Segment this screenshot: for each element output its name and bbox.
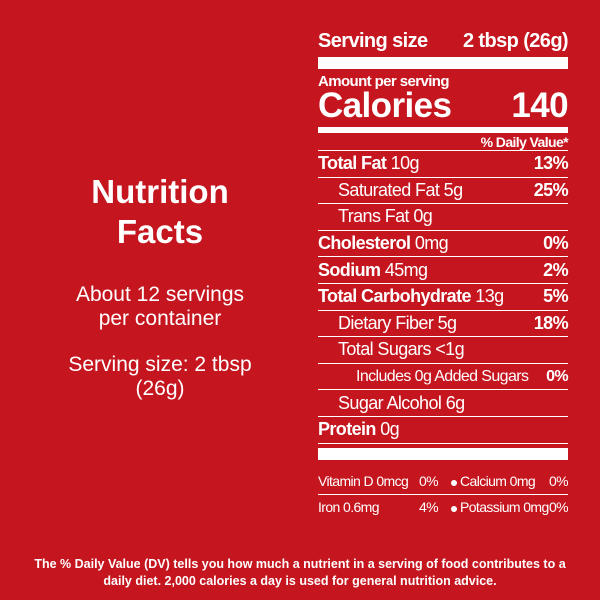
nutrient-amount: 13g <box>475 286 504 307</box>
nutrient-text: Total Carbohydrate 13g <box>318 286 504 307</box>
nutrient-name: Saturated Fat <box>338 179 440 200</box>
bullet <box>451 506 457 513</box>
micronutrient-list: Vitamin D 0mcg 0% Calcium 0mg 0% Iron 0.6mg 4… <box>318 468 569 520</box>
serving-size-text: Serving size: 2 tbsp (26g) <box>68 353 252 400</box>
rule <box>318 127 568 133</box>
nutrient-name: Sodium <box>318 259 381 280</box>
nutrient-name: Protein <box>318 419 376 440</box>
micronutrient-dv: 0% <box>548 472 569 489</box>
nutrient-amount: 0g <box>380 419 400 440</box>
nutrient-name: Total Fat <box>318 153 387 174</box>
nutrient-text: Cholesterol 0mg <box>318 233 449 254</box>
nutrient-row: Protein 0g <box>318 417 568 444</box>
nutrient-dv: 5% <box>543 286 568 307</box>
nutrient-amount: 5g <box>437 312 457 333</box>
nutrient-amount: 10g <box>390 153 420 174</box>
nutrient-text: Sodium 45mg <box>318 259 428 281</box>
micronutrient: Vitamin D 0mcg 0% <box>318 472 439 489</box>
nutrient-dv: 0% <box>546 367 569 385</box>
nutrient-row: Total Sugars <1g <box>318 337 568 364</box>
nutrient-text: Saturated Fat 5g <box>338 180 463 201</box>
nutrient-text: Trans Fat 0g <box>338 206 433 227</box>
micronutrient-name: Iron 0.6mg <box>318 499 380 516</box>
nutrient-dv: 25% <box>533 179 569 200</box>
servings-text: About 12 servings per container <box>75 283 245 330</box>
nutrient-row: Total Fat 10g 13% <box>318 151 569 178</box>
nutrient-row: Total Carbohydrate 13g 5% <box>318 284 569 311</box>
nutrient-name: Cholesterol <box>318 233 411 254</box>
nutrient-text: Total Sugars <1g <box>338 339 465 360</box>
micronutrient-row: Iron 0.6mg 4% Potassium 0mg 0% <box>318 493 569 520</box>
micronutrient-text: Iron 0.6mg <box>318 499 380 516</box>
nutrient-amount: 6g <box>445 392 465 413</box>
nutrient-row: Dietary Fiber 5g 18% <box>318 311 569 338</box>
micronutrient-text: Calcium 0mg <box>460 472 536 489</box>
nutrient-dv: 18% <box>533 312 569 333</box>
bullet <box>451 479 457 486</box>
micronutrient-dv: 0% <box>548 499 569 516</box>
micronutrient-name: Calcium 0mg <box>448 472 536 489</box>
rule <box>318 447 568 460</box>
micronutrient-row: Vitamin D 0mcg 0% Calcium 0mg 0% <box>318 468 569 494</box>
nutrient-row: Cholesterol 0mg 0% <box>318 231 569 258</box>
nutrient-row: Saturated Fat 5g 25% <box>318 178 569 205</box>
rule <box>318 57 568 69</box>
serving-label: Serving size <box>318 29 428 52</box>
intro-serving-size: Serving size: 2 tbsp (26g) <box>40 353 280 401</box>
nutrient-amount: <1g <box>435 339 464 360</box>
title-text: Nutrition Facts <box>91 173 229 250</box>
intro-servings: About 12 servings per container <box>40 283 280 331</box>
nutrient-text: Dietary Fiber 5g <box>338 312 457 334</box>
calories-label: Calories <box>318 86 452 125</box>
nutrient-name: Includes 0g Added Sugars <box>356 367 529 385</box>
nutrient-name: Trans Fat <box>338 206 410 227</box>
amount-per-serving: Amount per serving <box>318 73 449 90</box>
micronutrient: Iron 0.6mg 4% <box>318 499 439 516</box>
nutrient-amount: 45mg <box>384 259 428 280</box>
nutrient-name: Total Sugars <box>338 339 431 360</box>
nutrient-amount: 0mg <box>414 233 449 254</box>
nutrient-name: Sugar Alcohol <box>338 392 442 413</box>
nutrient-text: Total Fat 10g <box>318 153 420 174</box>
nutrient-dv: 13% <box>533 153 569 174</box>
nutrient-row: Sugar Alcohol 6g <box>318 390 568 417</box>
nutrient-dv: 0% <box>543 233 568 254</box>
micronutrient-name: Vitamin D 0mcg <box>318 472 409 489</box>
intro-title: Nutrition Facts <box>40 172 280 252</box>
micronutrient-text: Vitamin D 0mcg <box>318 472 409 489</box>
nutrient-row: Sodium 45mg 2% <box>318 257 569 284</box>
nutrient-list: Total Fat 10g 13% Saturated Fat 5g 25% Trans… <box>318 151 569 444</box>
micronutrient-text: Potassium 0mg <box>460 499 549 516</box>
micronutrient-dv: 4% <box>418 499 439 516</box>
micronutrient-dv: 0% <box>418 472 439 489</box>
nutrient-name: Dietary Fiber <box>338 312 434 333</box>
dv-header: % Daily Value* <box>318 133 569 151</box>
nutrient-text: Sugar Alcohol 6g <box>338 393 465 414</box>
footnote: The % Daily Value (DV) tells you how muc… <box>34 557 566 588</box>
nutrient-row: Trans Fat 0g <box>318 204 568 231</box>
nutrient-text: Protein 0g <box>318 419 400 440</box>
micronutrient: Calcium 0mg 0% <box>448 472 569 489</box>
serving-value: 2 tbsp (26g) <box>462 29 569 52</box>
micronutrient: Potassium 0mg 0% <box>448 499 569 516</box>
nutrient-dv: 2% <box>543 259 568 280</box>
nutrition-label: Serving size 2 tbsp (26g) Amount per ser… <box>318 25 569 535</box>
calories-row: Calories 140 <box>318 86 569 125</box>
serving-row: Serving size 2 tbsp (26g) <box>318 25 569 57</box>
nutrient-amount: 0g <box>413 206 433 227</box>
nutrient-name: Total Carbohydrate <box>318 286 471 307</box>
nutrient-text: Includes 0g Added Sugars <box>356 367 529 386</box>
nutrient-row: Includes 0g Added Sugars 0% <box>318 364 569 391</box>
calories-value: 140 <box>511 86 568 125</box>
nutrient-amount: 5g <box>443 179 463 200</box>
micronutrient-name: Potassium 0mg <box>448 499 549 515</box>
